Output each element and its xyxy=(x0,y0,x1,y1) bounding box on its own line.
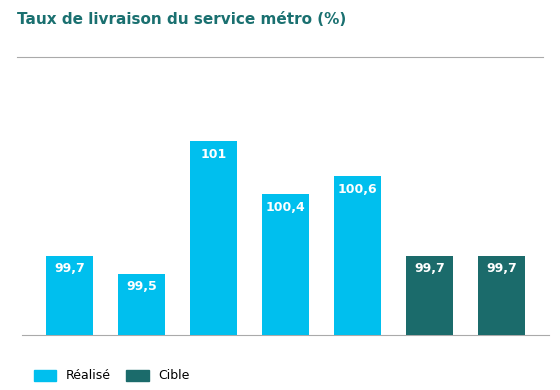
Text: 99,5: 99,5 xyxy=(127,280,157,293)
Bar xyxy=(118,273,165,390)
Bar xyxy=(262,194,309,390)
Legend: Réalisé, Cible: Réalisé, Cible xyxy=(29,365,195,388)
Text: 100,4: 100,4 xyxy=(266,200,305,214)
Bar xyxy=(46,256,93,390)
Text: 99,7: 99,7 xyxy=(54,262,85,275)
Text: 100,6: 100,6 xyxy=(338,183,377,196)
Text: Taux de livraison du service métro (%): Taux de livraison du service métro (%) xyxy=(17,12,346,27)
Bar xyxy=(334,176,381,390)
Bar xyxy=(190,141,237,390)
Text: 99,7: 99,7 xyxy=(486,262,517,275)
Bar xyxy=(478,256,525,390)
Bar xyxy=(406,256,453,390)
Text: 101: 101 xyxy=(200,147,227,161)
Text: 99,7: 99,7 xyxy=(414,262,445,275)
